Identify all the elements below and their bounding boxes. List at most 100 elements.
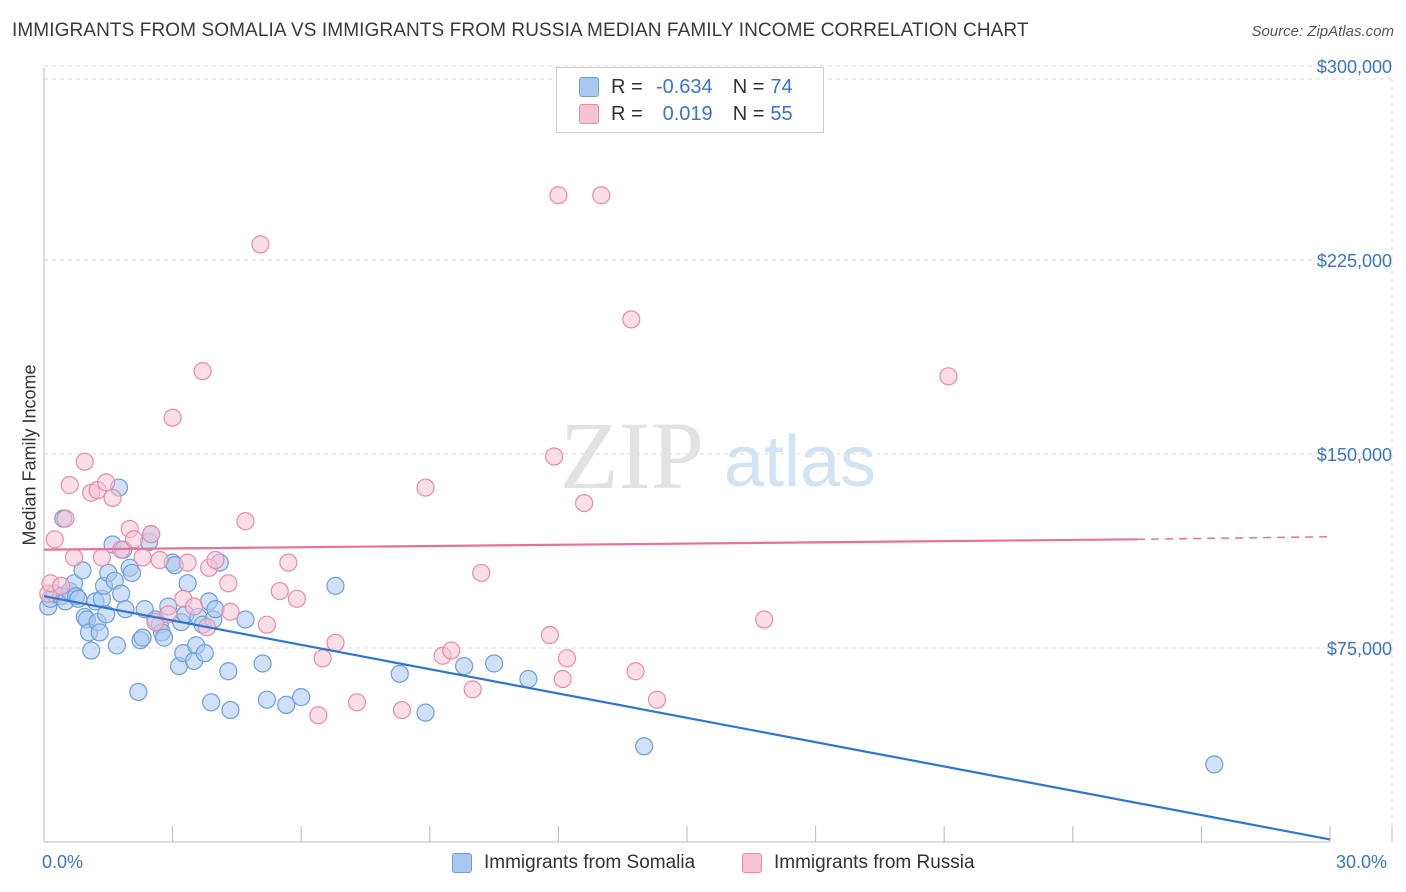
russia-trendline: [43, 538, 1138, 551]
russia-point: [416, 478, 435, 497]
somalia-point: [133, 628, 152, 647]
somalia-point: [292, 688, 311, 707]
russia-point: [206, 550, 225, 570]
somalia-point: [112, 584, 131, 603]
bottom-legend-label-somalia: Immigrants from Somalia: [484, 852, 696, 873]
legend-r-label: R =: [611, 75, 643, 98]
somalia-point: [82, 641, 101, 660]
russia-point: [124, 530, 144, 549]
somalia-point: [326, 576, 345, 595]
somalia-point: [154, 628, 174, 647]
russia-point: [64, 548, 84, 567]
legend-r-value: 0.019: [662, 102, 713, 125]
somalia-point: [129, 682, 148, 702]
somalia-point: [219, 662, 238, 681]
y-tick-label: $225,000: [1317, 251, 1392, 271]
somalia-point: [390, 664, 409, 683]
somalia-point: [116, 600, 135, 619]
legend-n-label: N =: [732, 75, 765, 98]
russia-point: [647, 690, 667, 709]
russia-point: [939, 367, 958, 386]
russia-point: [347, 693, 367, 712]
russia-point: [163, 408, 182, 427]
somalia-point: [416, 703, 435, 722]
russia-point: [142, 525, 161, 544]
x-tick-label-max: 30.0%: [1336, 852, 1388, 872]
chart-title: IMMIGRANTS FROM SOMALIA VS IMMIGRANTS FR…: [12, 20, 1029, 41]
russia-point: [45, 530, 64, 549]
russia-point: [553, 669, 572, 689]
russia-point: [251, 235, 270, 254]
y-tick-label: $150,000: [1317, 445, 1392, 465]
russia-point: [193, 362, 212, 381]
russia-point: [326, 633, 345, 652]
russia-point: [313, 649, 332, 668]
bottom-legend-swatch-russia: [742, 853, 762, 873]
somalia-point: [236, 610, 255, 629]
russia-point: [92, 548, 111, 567]
somalia-point: [1205, 755, 1224, 774]
russia-point: [279, 553, 298, 572]
russia-point: [219, 574, 238, 593]
bottom-legend-label-russia: Immigrants from Russia: [774, 852, 975, 873]
russia-point: [257, 615, 277, 634]
chart-source: Source: ZipAtlas.com: [1251, 23, 1394, 40]
y-axis-label: Median Family Income: [19, 364, 40, 546]
russia-point: [75, 452, 94, 471]
somalia-point: [178, 574, 197, 593]
russia-point: [236, 512, 255, 531]
russia-point: [545, 447, 564, 466]
bottom-legend-russia: Immigrants from Russia: [742, 852, 975, 874]
somalia-point: [195, 644, 214, 663]
somalia-point: [277, 695, 296, 714]
y-tick-label: $300,000: [1317, 57, 1392, 77]
somalia-point: [73, 561, 92, 580]
russia-point: [133, 548, 152, 567]
legend-swatch-russia: [579, 104, 599, 124]
somalia-point: [253, 654, 272, 673]
legend-row-somalia: R = -0.634 N = 74: [579, 75, 793, 99]
somalia-point: [122, 563, 141, 583]
russia-point: [56, 509, 75, 528]
russia-point: [442, 641, 461, 660]
legend-n-label: N =: [732, 102, 765, 125]
somalia-trendline: [43, 595, 1331, 841]
legend-r-value: -0.634: [655, 75, 713, 98]
legend-n-value: 55: [770, 102, 793, 125]
russia-point: [184, 597, 204, 616]
somalia-point: [485, 654, 504, 673]
legend-n-value: 74: [770, 75, 793, 98]
bottom-legend-swatch-somalia: [452, 853, 472, 873]
russia-point: [178, 553, 197, 572]
legend-r-label: R =: [611, 102, 643, 125]
russia-point: [150, 550, 169, 570]
correlation-legend: R = -0.634 N = 74 R = 0.019 N = 55: [556, 67, 824, 133]
y-tick-label: $75,000: [1327, 639, 1392, 659]
x-tick-label-min: 0.0%: [42, 852, 84, 872]
somalia-point: [257, 690, 277, 709]
somalia-point: [454, 656, 474, 676]
russia-point: [103, 488, 122, 508]
somalia-point: [202, 693, 221, 712]
russia-point: [755, 610, 774, 629]
russia-point: [622, 310, 641, 329]
somalia-point: [206, 600, 225, 619]
russia-point: [221, 602, 240, 621]
somalia-point: [519, 669, 538, 689]
russia-point: [549, 186, 568, 205]
russia-point: [592, 186, 611, 205]
watermark-zip: ZIP: [560, 402, 704, 509]
russia-point: [309, 706, 328, 725]
legend-swatch-somalia: [579, 77, 599, 97]
russia-point: [60, 475, 79, 495]
russia-point: [626, 662, 645, 681]
russia-trendline-extension: [1137, 535, 1331, 541]
russia-point: [575, 493, 594, 513]
russia-point: [287, 589, 307, 608]
russia-point: [540, 625, 559, 645]
russia-point: [463, 680, 482, 699]
somalia-point: [221, 700, 240, 720]
somalia-point: [90, 623, 109, 642]
somalia-point: [97, 605, 116, 624]
legend-row-russia: R = 0.019 N = 55: [579, 102, 793, 126]
